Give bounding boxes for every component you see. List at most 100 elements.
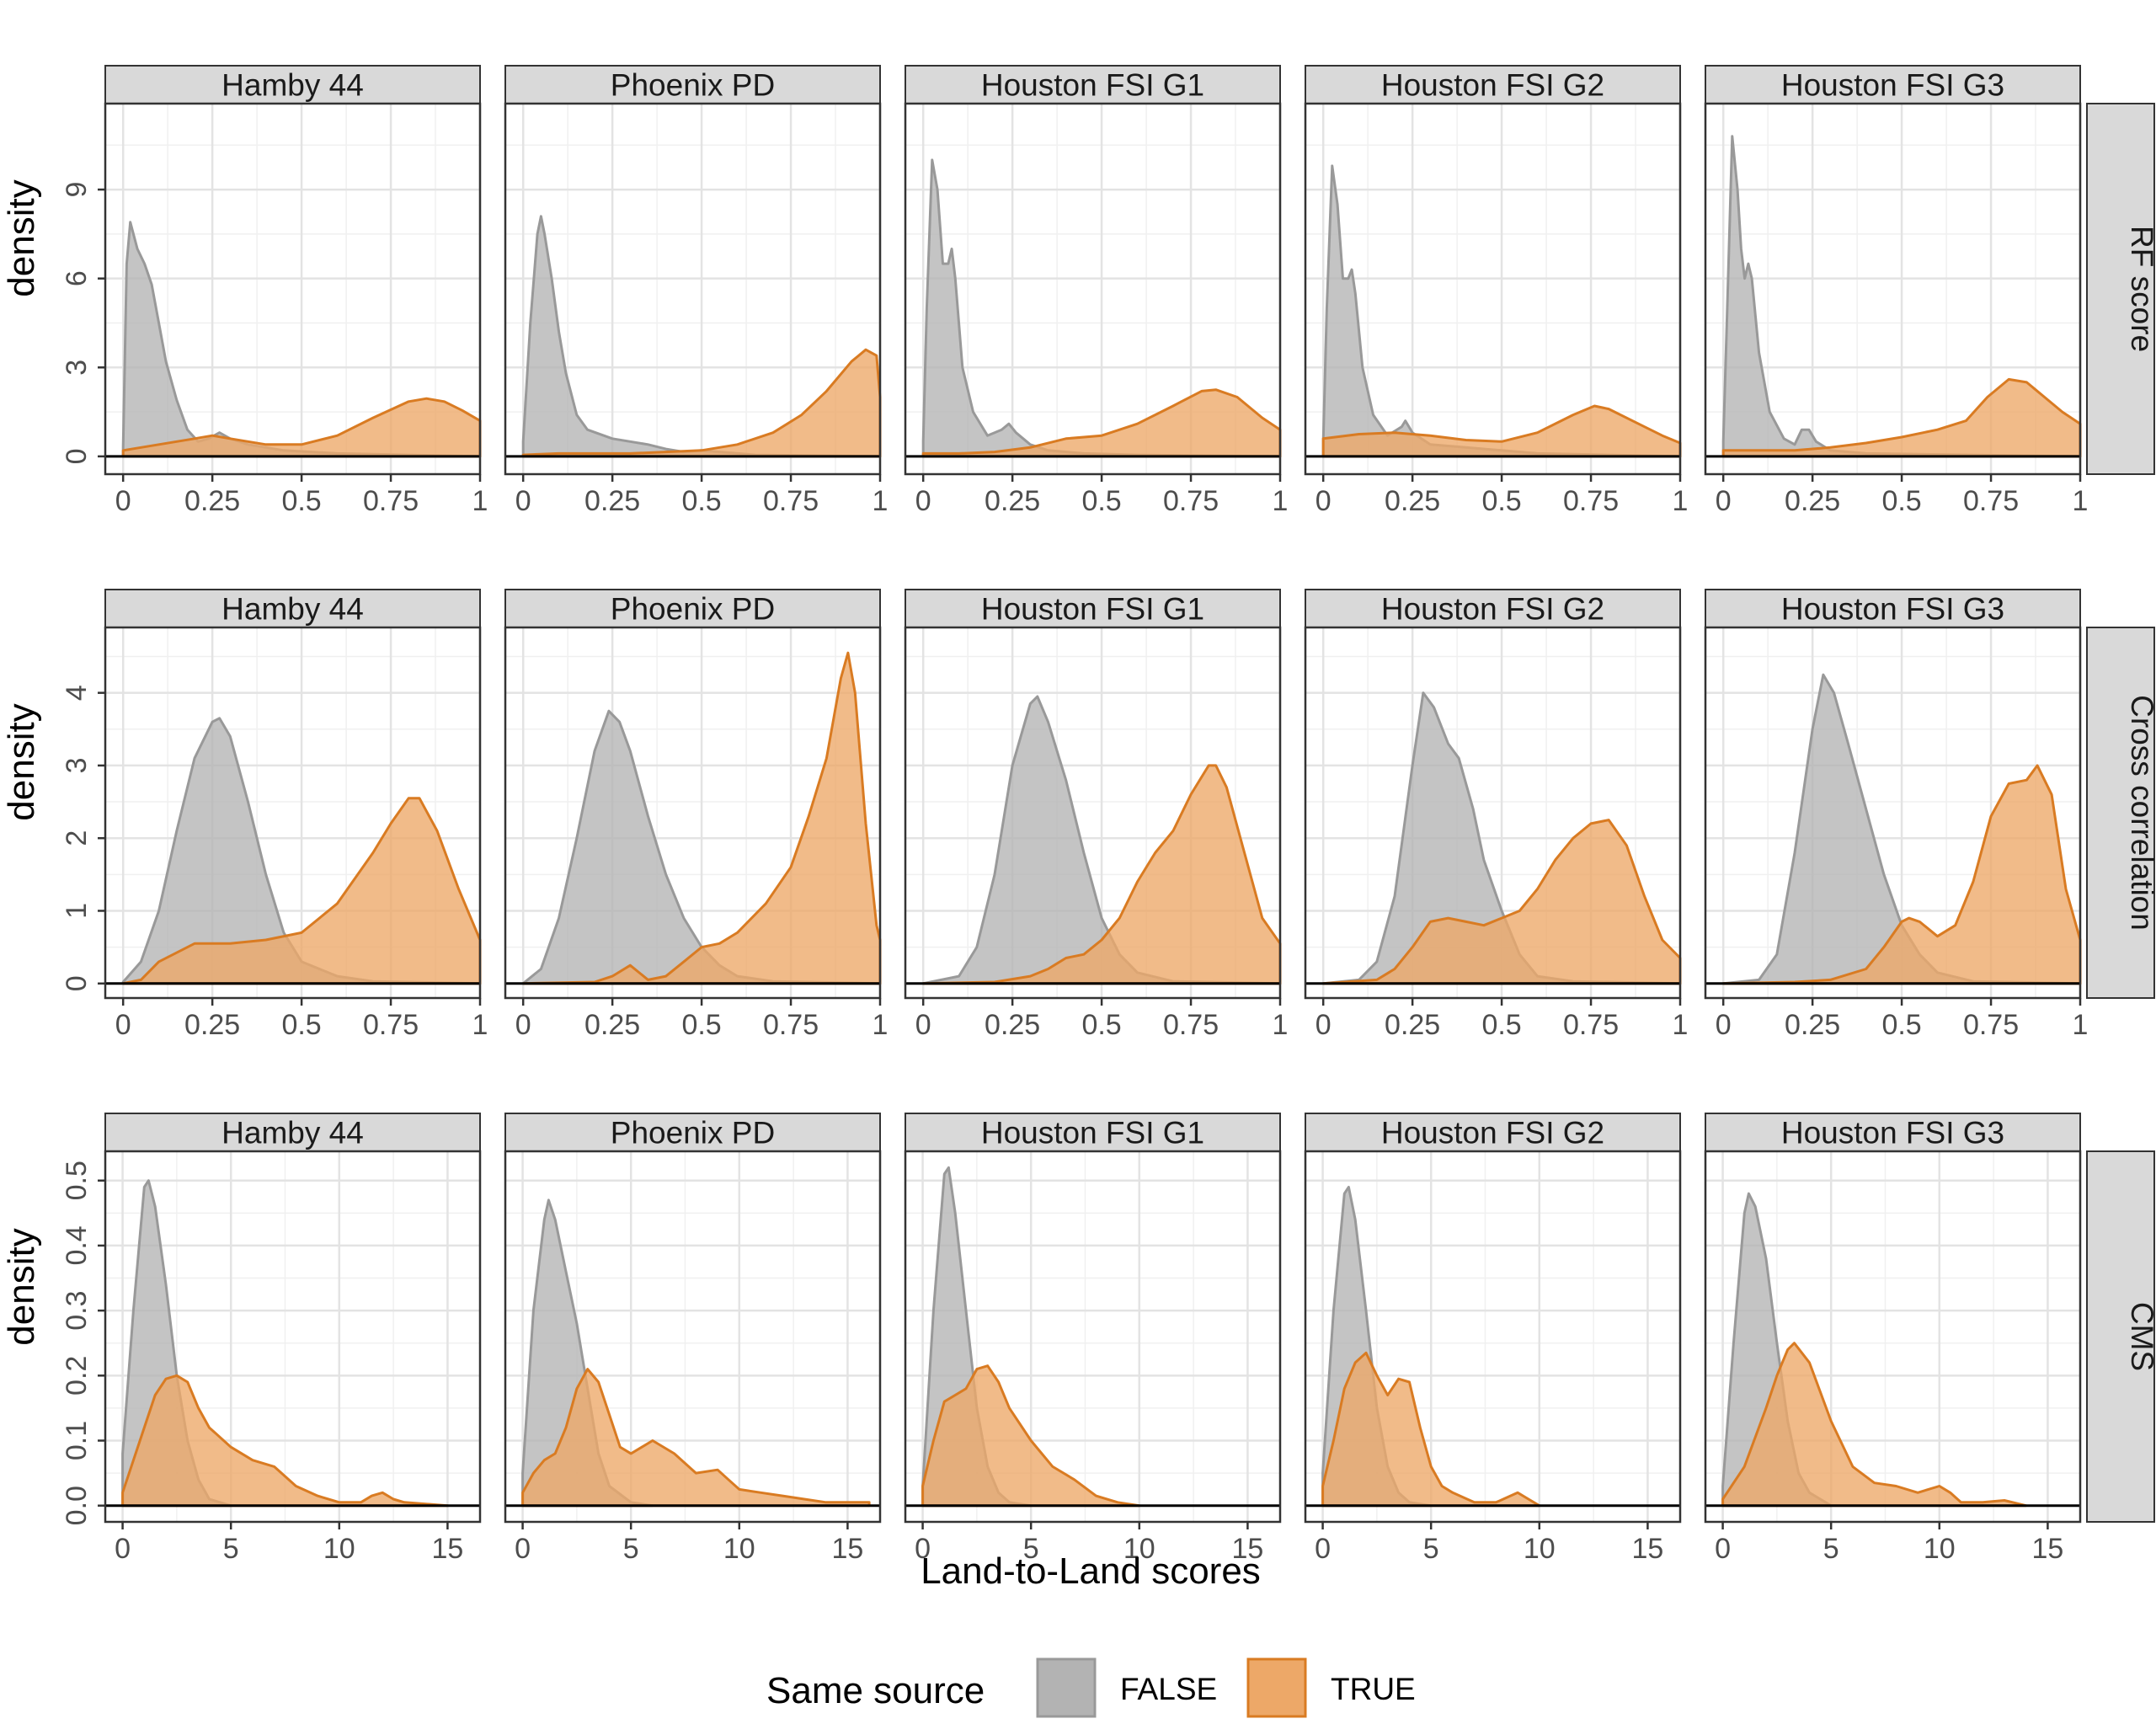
- panel-strip-label: Houston FSI G2: [1381, 592, 1604, 627]
- x-tick-label: 0.75: [1563, 1009, 1619, 1041]
- row-strip-cms: CMS: [2086, 1150, 2156, 1523]
- x-tick-label: 0.25: [584, 1009, 640, 1041]
- row-strip-label: RF score: [2125, 226, 2156, 352]
- density-area-true: [1321, 819, 1682, 985]
- panel-strip-label: Hamby 44: [221, 68, 364, 103]
- panel-strip-label: Phoenix PD: [611, 68, 775, 103]
- row-strip-label: CMS: [2125, 1302, 2156, 1371]
- x-tick-label: 10: [323, 1533, 355, 1565]
- x-tick-label: 0: [1715, 1533, 1731, 1565]
- x-tick-label: 0: [115, 485, 131, 517]
- x-tick-label: 1: [1673, 485, 1689, 517]
- x-tick-label: 0.75: [1963, 1009, 2019, 1041]
- x-tick-label: 1: [472, 1009, 488, 1041]
- x-tick-label: 15: [2032, 1533, 2064, 1565]
- panel-cms-hamby-44: Hamby 44 0 5 10 15 0.0 0.1 0.2 0.3 0.4 0.5: [61, 1113, 482, 1565]
- y-tick-label: 9: [61, 182, 93, 198]
- y-tick-label: 0.4: [61, 1225, 93, 1265]
- y-tick-label: 0.0: [61, 1486, 93, 1525]
- x-tick-label: 1: [472, 485, 488, 517]
- panel-cms-houston-fsi-g2: Houston FSI G2 0 5 10 15: [1304, 1113, 1682, 1565]
- x-tick-label: 0.5: [1081, 485, 1121, 517]
- x-tick-label: 0: [1716, 485, 1732, 517]
- y-tick-label: 0: [61, 448, 93, 464]
- row-strip-background: [2086, 103, 2155, 475]
- y-tick-label: 0.5: [61, 1161, 93, 1200]
- y-tick-label: 3: [61, 757, 93, 773]
- x-tick-label: 0.5: [281, 1009, 321, 1041]
- panel-strip-label: Houston FSI G2: [1381, 68, 1604, 103]
- panel-cross-correlation-houston-fsi-g2: Houston FSI G2 0 0.25 0.5 0.75 1: [1304, 589, 1689, 1041]
- x-tick-label: 5: [223, 1533, 239, 1565]
- panel-border: [904, 1150, 1282, 1524]
- panel-strip-label: Hamby 44: [221, 1116, 364, 1150]
- x-tick-label: 1: [1673, 1009, 1689, 1041]
- x-tick-label: 0.75: [1163, 1009, 1219, 1041]
- panel-border: [104, 626, 482, 1000]
- x-tick-label: 0: [915, 1009, 931, 1041]
- x-tick-label: 0.25: [1385, 485, 1440, 517]
- panel-strip-label: Houston FSI G1: [981, 68, 1204, 103]
- panel-strip-label: Houston FSI G3: [1781, 592, 2004, 627]
- panel-cross-correlation-houston-fsi-g3: Houston FSI G3 0 0.25 0.5 0.75 1: [1704, 589, 2089, 1041]
- panel-strip-label: Houston FSI G2: [1381, 1116, 1604, 1150]
- x-tick-label: 1: [1273, 1009, 1289, 1041]
- x-tick-label: 0.75: [1563, 485, 1619, 517]
- x-tick-label: 15: [432, 1533, 464, 1565]
- x-tick-label: 0.5: [1081, 1009, 1121, 1041]
- legend-title: Same source: [766, 1670, 985, 1711]
- x-tick-label: 1: [1273, 485, 1289, 517]
- panel-rf-score-houston-fsi-g1: Houston FSI G1 0 0.25 0.5 0.75 1: [904, 65, 1289, 517]
- panel-strip-background: [104, 65, 481, 104]
- x-tick-label: 1: [2073, 1009, 2089, 1041]
- row-strip-background: [2086, 1150, 2155, 1523]
- panel-cross-correlation-phoenix-pd: Phoenix PD 0 0.25 0.5 0.75 1: [504, 589, 888, 1041]
- density-area-true: [1321, 404, 1682, 458]
- panel-border: [1704, 1150, 2082, 1524]
- x-tick-label: 0.5: [1881, 485, 1921, 517]
- x-tick-label: 0: [1716, 1009, 1732, 1041]
- panel-border: [1304, 1150, 1682, 1524]
- y-tick-label: 6: [61, 270, 93, 286]
- density-area-true: [521, 1368, 871, 1508]
- panel-strip-background: [1305, 1113, 1681, 1152]
- panel-cms-houston-fsi-g1: Houston FSI G1 0 5 10 15: [904, 1113, 1282, 1565]
- panel-rf-score-houston-fsi-g3: Houston FSI G3 0 0.25 0.5 0.75 1: [1704, 65, 2088, 517]
- x-tick-label: 0: [515, 485, 531, 517]
- panel-strip-label: Houston FSI G1: [981, 1116, 1204, 1150]
- x-tick-label: 0.75: [363, 485, 419, 517]
- panel-rf-score-phoenix-pd: Phoenix PD 0 0.25 0.5 0.75 1: [504, 65, 889, 517]
- x-tick-label: 0: [1315, 485, 1331, 517]
- legend-label-false: FALSE: [1120, 1672, 1217, 1706]
- panel-strip-label: Phoenix PD: [611, 592, 775, 627]
- x-tick-label: 5: [623, 1533, 639, 1565]
- x-tick-label: 15: [1632, 1533, 1664, 1565]
- x-tick-label: 0.5: [281, 485, 321, 517]
- y-tick-label: 0: [61, 975, 93, 991]
- x-tick-label: 0.75: [763, 1009, 819, 1041]
- panel-border: [1304, 626, 1682, 1000]
- x-tick-label: 0: [115, 1533, 131, 1565]
- x-tick-label: 0.5: [1881, 1009, 1921, 1041]
- row-strip-rf-score: RF score: [2086, 103, 2156, 475]
- y-tick-label: 0.1: [61, 1421, 93, 1460]
- panel-border: [504, 626, 882, 1000]
- panel-border: [1704, 102, 2082, 476]
- density-area-true: [121, 797, 482, 985]
- density-area-true: [1721, 1342, 2028, 1508]
- panel-strip-label: Houston FSI G3: [1781, 68, 2004, 103]
- panel-strip-label: Phoenix PD: [611, 1116, 775, 1150]
- x-tick-label: 0.25: [1785, 485, 1840, 517]
- panel-border: [904, 102, 1282, 476]
- density-area-true: [1321, 1351, 1541, 1508]
- x-tick-label: 1: [873, 485, 889, 517]
- x-tick-label: 5: [1423, 1533, 1439, 1565]
- density-area-true: [521, 348, 882, 458]
- panel-border: [104, 1150, 482, 1524]
- panel-strip-label: Hamby 44: [221, 592, 364, 627]
- x-tick-label: 0.5: [1481, 485, 1521, 517]
- x-tick-label: 0.5: [681, 1009, 721, 1041]
- x-tick-label: 0.25: [985, 485, 1040, 517]
- x-tick-label: 0.5: [681, 485, 721, 517]
- panel-border: [1704, 626, 2082, 1000]
